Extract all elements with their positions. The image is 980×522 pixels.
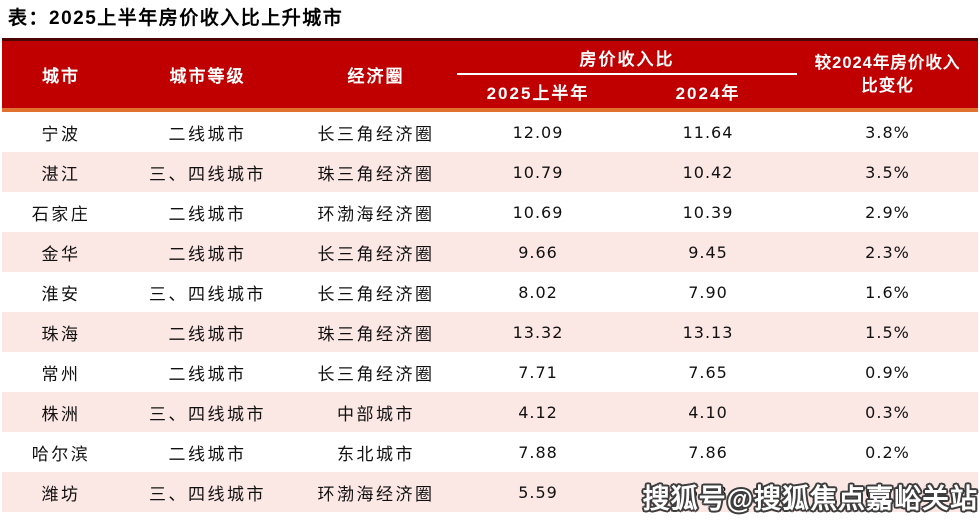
price-income-ratio-table: 城市 城市等级 经济圈 房价收入比 较2024年房价收入 比变化 2025上半年… [2, 38, 978, 512]
table-row: 淮安 三、四线城市 长三角经济圈 8.02 7.90 1.6% [2, 272, 978, 312]
city-grade-cell: 二线城市 [168, 204, 247, 224]
ratio-2025-cell: 8.02 [518, 282, 558, 302]
economic-circle-cell: 中部城市 [337, 404, 415, 424]
table-row: 株洲 三、四线城市 中部城市 4.12 4.10 0.3% [2, 392, 978, 432]
table-row: 宁波 二线城市 长三角经济圈 12.09 11.64 3.8% [2, 110, 978, 152]
ratio-2024-cell: 5.58 [688, 482, 728, 502]
economic-circle-cell: 长三角经济圈 [317, 284, 435, 304]
ratio-2024-cell: 9.45 [688, 242, 728, 262]
city-cell: 湛江 [41, 164, 81, 184]
city-grade-cell: 三、四线城市 [149, 484, 266, 504]
table-title: 表：2025上半年房价收入比上升城市 [8, 8, 344, 29]
change-cell: 0.2% [865, 442, 910, 462]
economic-circle-cell: 环渤海经济圈 [317, 204, 435, 224]
ratio-2025-cell: 13.32 [512, 322, 564, 342]
ratio-2024-cell: 10.42 [682, 162, 734, 182]
table-body: 宁波 二线城市 长三角经济圈 12.09 11.64 3.8% 湛江 三、四线城… [2, 110, 978, 512]
change-cell: 0.3% [865, 402, 910, 422]
table-row: 石家庄 二线城市 环渤海经济圈 10.69 10.39 2.9% [2, 192, 978, 232]
change-cell: 1.6% [865, 282, 910, 302]
header-2024: 2024年 [619, 74, 797, 112]
city-grade-cell: 三、四线城市 [149, 164, 266, 184]
economic-circle-cell: 东北城市 [337, 444, 415, 464]
city-grade-cell: 二线城市 [168, 444, 247, 464]
ratio-2025-cell: 7.71 [518, 362, 558, 382]
city-cell: 株洲 [41, 404, 81, 424]
city-grade-cell: 二线城市 [168, 244, 247, 264]
header-change-line1: 较2024年房价收入 [814, 54, 961, 73]
change-cell: 2.3% [865, 242, 910, 262]
change-cell: 2.9% [865, 202, 910, 222]
change-cell: 3.5% [865, 162, 910, 182]
change-cell: 0.2% [865, 482, 910, 502]
table-header: 城市 城市等级 经济圈 房价收入比 较2024年房价收入 比变化 2025上半年… [2, 38, 978, 112]
economic-circle-cell: 长三角经济圈 [317, 364, 435, 384]
change-cell: 0.9% [865, 362, 910, 382]
header-change-vs-2024: 较2024年房价收入 比变化 [797, 38, 978, 112]
ratio-2025-cell: 4.12 [518, 402, 558, 422]
ratio-2024-cell: 7.86 [688, 442, 728, 462]
ratio-2024-cell: 7.90 [688, 282, 728, 302]
header-2025-h1: 2025上半年 [457, 74, 619, 112]
table-row: 常州 二线城市 长三角经济圈 7.71 7.65 0.9% [2, 352, 978, 392]
header-economic-circle: 经济圈 [295, 38, 457, 112]
city-grade-cell: 二线城市 [168, 364, 247, 384]
economic-circle-cell: 环渤海经济圈 [317, 484, 435, 504]
header-change-line2: 比变化 [861, 76, 914, 95]
change-cell: 1.5% [865, 322, 910, 342]
city-grade-cell: 三、四线城市 [149, 404, 266, 424]
change-cell: 3.8% [865, 122, 910, 142]
table-row: 哈尔滨 二线城市 东北城市 7.88 7.86 0.2% [2, 432, 978, 472]
economic-circle-cell: 长三角经济圈 [317, 244, 435, 264]
economic-circle-cell: 珠三角经济圈 [317, 164, 435, 184]
city-cell: 哈尔滨 [31, 444, 91, 464]
ratio-2024-cell: 10.39 [682, 202, 734, 222]
ratio-2025-cell: 5.59 [518, 482, 558, 502]
economic-circle-cell: 珠三角经济圈 [317, 324, 435, 344]
city-cell: 淮安 [41, 284, 81, 304]
city-grade-cell: 二线城市 [168, 324, 247, 344]
ratio-2025-cell: 10.79 [512, 162, 564, 182]
city-cell: 珠海 [41, 324, 81, 344]
city-cell: 潍坊 [41, 484, 81, 504]
table-row: 湛江 三、四线城市 珠三角经济圈 10.79 10.42 3.5% [2, 152, 978, 192]
header-ratio-group: 房价收入比 [457, 38, 797, 75]
watermark: 搜狐号@搜狐焦点嘉峪关站 [642, 484, 978, 514]
economic-circle-cell: 长三角经济圈 [317, 124, 435, 144]
ratio-2025-cell: 12.09 [512, 122, 564, 142]
city-cell: 金华 [41, 244, 81, 264]
ratio-2025-cell: 7.88 [518, 442, 558, 462]
header-city-grade: 城市等级 [120, 38, 295, 112]
city-grade-cell: 三、四线城市 [149, 284, 266, 304]
ratio-2024-cell: 13.13 [682, 322, 734, 342]
ratio-2024-cell: 4.10 [688, 402, 728, 422]
table-row: 珠海 二线城市 珠三角经济圈 13.32 13.13 1.5% [2, 312, 978, 352]
ratio-2024-cell: 11.64 [682, 122, 734, 142]
ratio-2024-cell: 7.65 [688, 362, 728, 382]
table-container: 城市 城市等级 经济圈 房价收入比 较2024年房价收入 比变化 2025上半年… [2, 38, 978, 512]
table-row: 金华 二线城市 长三角经济圈 9.66 9.45 2.3% [2, 232, 978, 272]
city-grade-cell: 二线城市 [168, 124, 247, 144]
city-cell: 石家庄 [31, 204, 91, 224]
table-row: 潍坊 三、四线城市 环渤海经济圈 5.59 5.58 0.2% [2, 472, 978, 512]
city-cell: 常州 [41, 364, 81, 384]
city-cell: 宁波 [41, 124, 81, 144]
header-city: 城市 [2, 38, 120, 112]
ratio-2025-cell: 10.69 [512, 202, 564, 222]
ratio-2025-cell: 9.66 [518, 242, 558, 262]
